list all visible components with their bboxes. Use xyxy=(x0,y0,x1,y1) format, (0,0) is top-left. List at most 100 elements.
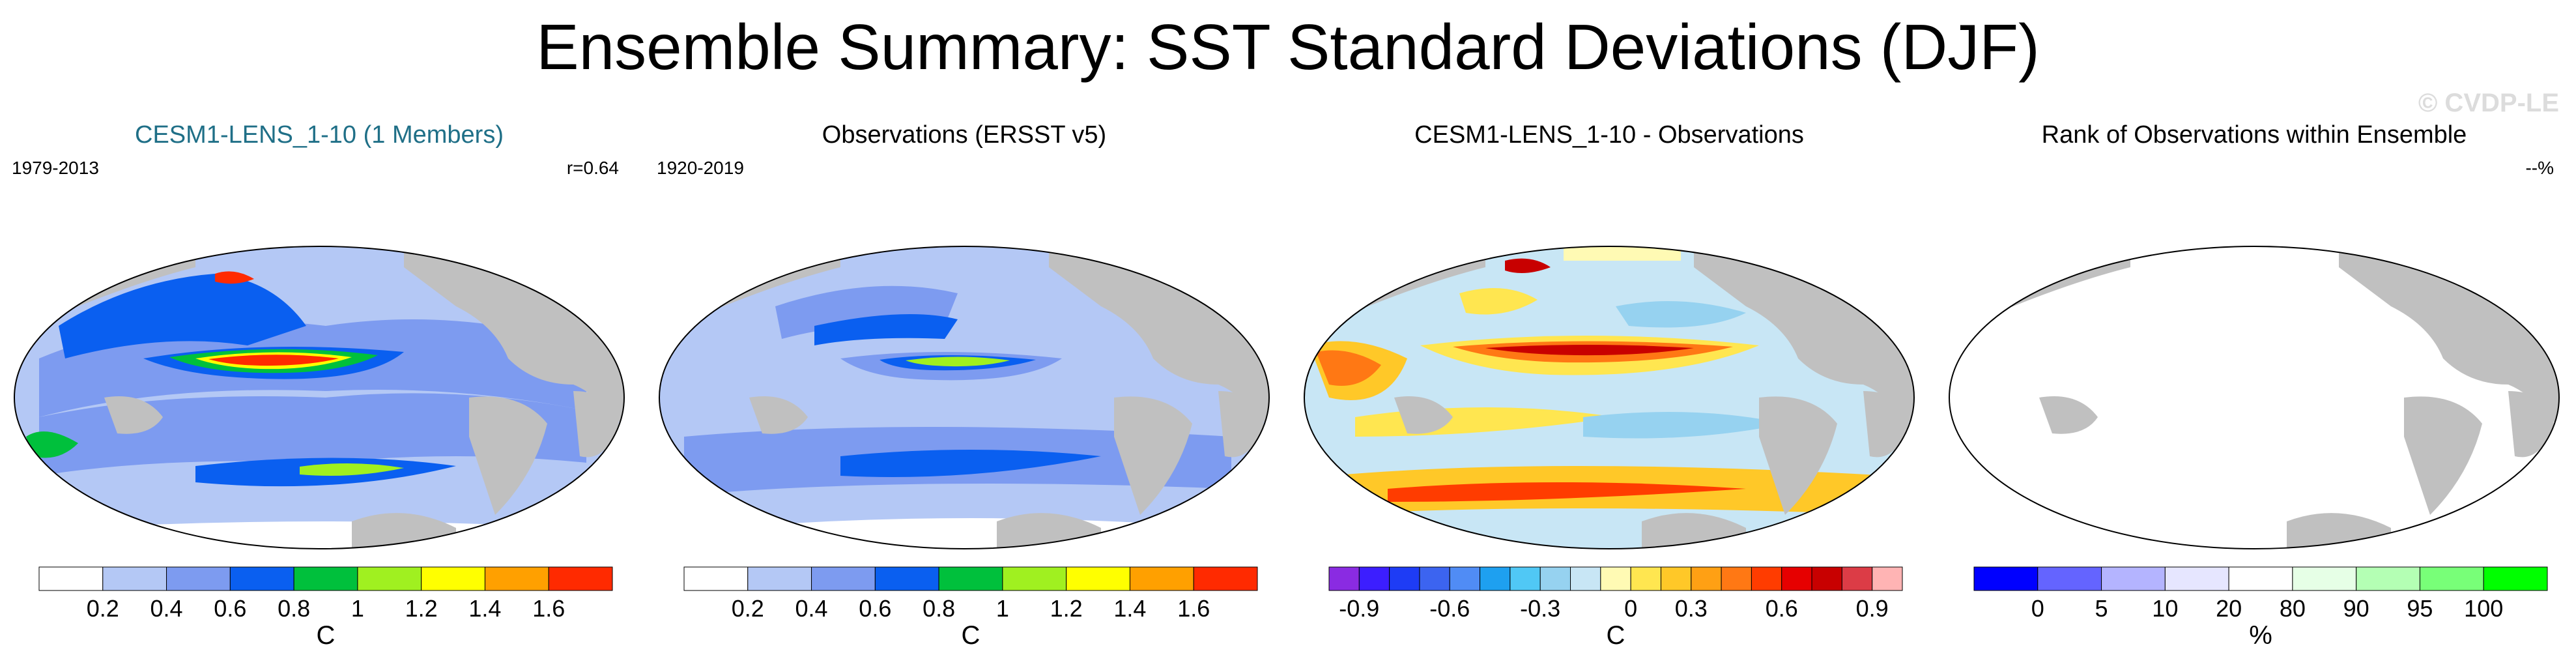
panel-title: CESM1-LENS_1-10 - Observations xyxy=(1414,121,1804,149)
colorbar-tick-label: 0.3 xyxy=(1675,595,1708,622)
colorbar-tick-label: 0.6 xyxy=(214,595,246,622)
colorbar-box xyxy=(1973,566,2039,591)
colorbar-unit: C xyxy=(317,621,336,650)
map-rank xyxy=(1949,246,2560,549)
colorbar-box xyxy=(1751,566,1782,591)
colorbar-box xyxy=(2164,566,2229,591)
colorbar-tick-label: -0.6 xyxy=(1429,595,1470,622)
colorbar-boxes xyxy=(683,566,1258,591)
colorbar: 0 5 10 20 80 90 95 100 % xyxy=(1973,566,2548,650)
colorbar-ticks: -0.9 -0.6 -0.3 0 0.3 0.6 0.9 xyxy=(1339,595,1888,622)
colorbar-box xyxy=(683,566,749,591)
colorbar-box xyxy=(229,566,294,591)
colorbar-tick-label: 0.9 xyxy=(1856,595,1889,622)
colorbar-box xyxy=(1811,566,1842,591)
colorbar-tick-label: 0.6 xyxy=(859,595,891,622)
colorbar-ticks: 0 5 10 20 80 90 95 100 xyxy=(2031,595,2503,622)
colorbar-tick-label: 0.8 xyxy=(923,595,955,622)
figure-title: Ensemble Summary: SST Standard Deviation… xyxy=(536,11,2040,83)
colorbar-box xyxy=(938,566,1003,591)
colorbar-box xyxy=(1002,566,1067,591)
colorbar-box xyxy=(1872,566,1903,591)
colorbar-tick-label: 100 xyxy=(2464,595,2503,622)
panel-cesm-lens: CESM1-LENS_1-10 (1 Members) 1979-2013 r=… xyxy=(0,111,638,670)
colorbar-tick-label: 1 xyxy=(351,595,364,622)
colorbar-tick-label: 0.2 xyxy=(732,595,764,622)
colorbar-box xyxy=(1129,566,1194,591)
map-observations xyxy=(659,246,1270,549)
colorbar-boxes xyxy=(1328,566,1903,591)
panel-title: CESM1-LENS_1-10 (1 Members) xyxy=(135,121,504,149)
period-label: 1920-2019 xyxy=(657,158,744,178)
colorbar-box xyxy=(1358,566,1390,591)
colorbar-box xyxy=(1660,566,1692,591)
colorbar-ticks: 0.2 0.4 0.6 0.8 1 1.2 1.4 1.6 xyxy=(87,595,565,622)
colorbar-box xyxy=(484,566,549,591)
colorbar-tick-label: 1 xyxy=(996,595,1009,622)
colorbar-boxes xyxy=(1973,566,2548,591)
colorbar-box xyxy=(1570,566,1601,591)
colorbar-tick-label: 1.4 xyxy=(1113,595,1146,622)
colorbar-box xyxy=(102,566,167,591)
colorbar-box xyxy=(2483,566,2548,591)
watermark: © CVDP-LE xyxy=(2418,89,2559,117)
panel-title: Observations (ERSST v5) xyxy=(822,121,1107,149)
colorbar-box xyxy=(1389,566,1420,591)
colorbar-box xyxy=(1600,566,1631,591)
colorbar-box xyxy=(1510,566,1541,591)
colorbar-box xyxy=(811,566,876,591)
correlation-label: r=0.64 xyxy=(566,158,619,178)
colorbar-tick-label: 80 xyxy=(2280,595,2306,622)
colorbar-box xyxy=(2037,566,2102,591)
colorbar-unit: % xyxy=(2249,621,2272,650)
colorbar-tick-label: 1.2 xyxy=(1050,595,1083,622)
colorbar-box xyxy=(293,566,358,591)
colorbar-box xyxy=(1066,566,1130,591)
colorbar-box xyxy=(747,566,812,591)
colorbar-box xyxy=(1193,566,1258,591)
map-difference xyxy=(1304,246,1915,549)
colorbar-box xyxy=(1328,566,1360,591)
colorbar-tick-label: 0.4 xyxy=(150,595,183,622)
panel-difference: CESM1-LENS_1-10 - Observations xyxy=(1290,111,1928,670)
panel-rank: Rank of Observations within Ensemble --%… xyxy=(1935,111,2573,670)
panel-title: Rank of Observations within Ensemble xyxy=(2041,121,2467,149)
colorbar-unit: C xyxy=(962,621,980,650)
colorbar-tick-label: 0.4 xyxy=(795,595,828,622)
colorbar-box xyxy=(1539,566,1571,591)
colorbar-tick-label: -0.3 xyxy=(1520,595,1560,622)
colorbar-box xyxy=(357,566,422,591)
period-label: 1979-2013 xyxy=(12,158,99,178)
colorbar-tick-label: 1.4 xyxy=(468,595,501,622)
colorbar-tick-label: -0.9 xyxy=(1339,595,1379,622)
colorbar-box xyxy=(166,566,231,591)
colorbar-tick-label: 95 xyxy=(2407,595,2433,622)
rank-value-label: --% xyxy=(2525,158,2554,178)
colorbar-box xyxy=(2101,566,2166,591)
colorbar-tick-label: 0.6 xyxy=(1766,595,1798,622)
colorbar-box xyxy=(421,566,485,591)
colorbar-tick-label: 90 xyxy=(2343,595,2369,622)
colorbar: 0.2 0.4 0.6 0.8 1 1.2 1.4 1.6 C xyxy=(683,566,1258,650)
colorbar-tick-label: 10 xyxy=(2152,595,2178,622)
colorbar-box xyxy=(1480,566,1511,591)
colorbar-box xyxy=(1841,566,1873,591)
colorbar-tick-label: 0 xyxy=(2031,595,2044,622)
colorbar-box xyxy=(2228,566,2293,591)
colorbar-tick-label: 1.6 xyxy=(532,595,565,622)
colorbar-tick-label: 1.6 xyxy=(1177,595,1210,622)
colorbar-tick-label: 5 xyxy=(2095,595,2108,622)
colorbar-box xyxy=(1721,566,1752,591)
colorbar-box xyxy=(2356,566,2420,591)
colorbar-tick-label: 0.2 xyxy=(87,595,119,622)
colorbar: 0.2 0.4 0.6 0.8 1 1.2 1.4 1.6 C xyxy=(38,566,613,650)
colorbar-boxes xyxy=(38,566,613,591)
colorbar-box xyxy=(2419,566,2484,591)
panel-observations: Observations (ERSST v5) 1920-2019 0.2 0.4 xyxy=(645,111,1283,670)
colorbar-tick-label: 0.8 xyxy=(278,595,310,622)
colorbar-box xyxy=(1630,566,1661,591)
colorbar-box xyxy=(2292,566,2357,591)
map-cesm-lens xyxy=(14,246,625,549)
colorbar-box xyxy=(548,566,613,591)
colorbar-box xyxy=(1691,566,1722,591)
